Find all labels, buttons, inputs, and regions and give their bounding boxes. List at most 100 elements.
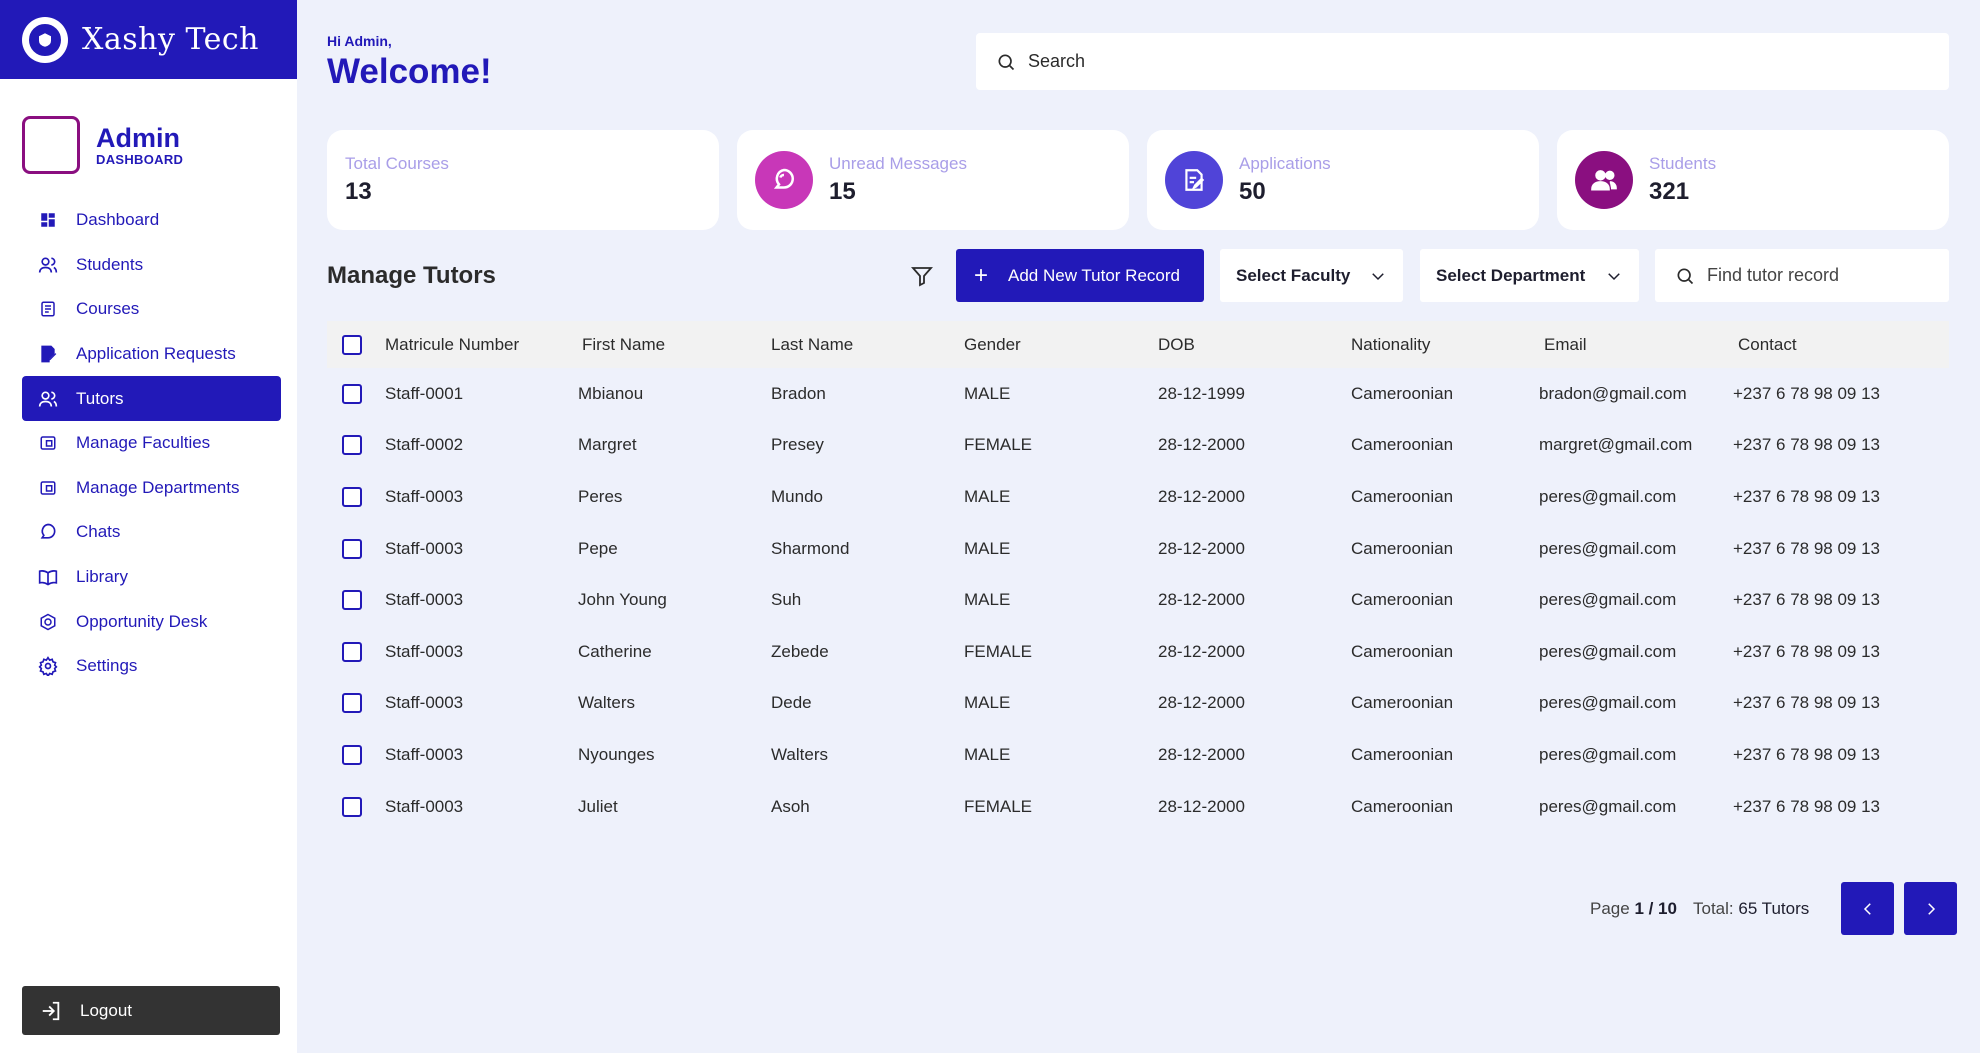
sidebar-item-label: Manage Faculties — [76, 433, 211, 453]
add-tutor-button[interactable]: + Add New Tutor Record — [956, 249, 1204, 302]
email-cell: peres@gmail.com — [1539, 590, 1677, 610]
row-checkbox[interactable] — [342, 693, 362, 714]
row-checkbox[interactable] — [342, 590, 362, 611]
stat-label: Applications — [1239, 154, 1331, 173]
row-checkbox[interactable] — [342, 641, 362, 662]
matricule-cell: Staff-0003 — [385, 590, 464, 610]
book-icon — [38, 567, 58, 587]
sidebar-item-label: Opportunity Desk — [76, 611, 208, 631]
sidebar-item-label: Chats — [76, 522, 121, 542]
row-checkbox[interactable] — [342, 486, 362, 507]
faculty-select-label: Select Faculty — [1236, 265, 1351, 285]
matricule-cell: Staff-0003 — [385, 486, 464, 506]
edit-document-icon — [38, 344, 58, 364]
main-content: Hi Admin, Welcome! Total Courses 13 Unre… — [297, 0, 1980, 1053]
total-count: Total: 65 Tutors — [1693, 899, 1809, 919]
table-row[interactable]: Staff-0003 John Young Suh MALE 28-12-2000 Cam… — [327, 574, 1949, 626]
table-row[interactable]: Staff-0003 Nyounges Walters MALE 28-12-2000 C… — [327, 729, 1949, 781]
total-prefix: Total: — [1692, 898, 1734, 918]
sidebar-item-label: Dashboard — [76, 210, 160, 230]
column-header[interactable]: First Name — [582, 334, 666, 354]
chat-icon — [755, 151, 813, 209]
stat-label: Unread Messages — [829, 154, 967, 173]
column-header[interactable]: Last Name — [771, 334, 854, 354]
last-name-cell: Walters — [771, 744, 828, 764]
stat-card-applications[interactable]: Applications 50 — [1147, 130, 1539, 230]
column-header[interactable]: Email — [1544, 334, 1587, 354]
page-value: 1 / 10 — [1634, 898, 1677, 918]
sidebar-item-chats[interactable]: Chats — [22, 510, 281, 555]
chat-icon — [38, 522, 58, 542]
avatar[interactable] — [22, 116, 80, 174]
first-name-cell: John Young — [578, 590, 667, 610]
sidebar-item-application-requests[interactable]: Application Requests — [22, 332, 281, 377]
sidebar-item-opportunity-desk[interactable]: Opportunity Desk — [22, 599, 281, 644]
search-input[interactable] — [1028, 51, 1928, 72]
stat-card-students[interactable]: Students 321 — [1557, 130, 1949, 230]
gender-cell: MALE — [964, 383, 1011, 403]
logout-button[interactable]: Logout — [22, 986, 280, 1035]
dob-cell: 28-12-2000 — [1158, 486, 1245, 506]
find-tutor-search[interactable] — [1655, 249, 1949, 302]
row-checkbox[interactable] — [342, 744, 362, 765]
nationality-cell: Cameroonian — [1351, 383, 1454, 403]
contact-cell: +237 6 78 98 09 13 — [1733, 590, 1880, 610]
find-tutor-input[interactable] — [1707, 265, 1947, 286]
stat-value: 50 — [1239, 178, 1266, 205]
stat-card-messages[interactable]: Unread Messages 15 — [737, 130, 1129, 230]
users-icon — [38, 389, 58, 409]
matricule-cell: Staff-0003 — [385, 796, 464, 816]
column-header[interactable]: DOB — [1158, 334, 1195, 354]
sidebar: Xashy Tech Admin DASHBOARD Dashboard Stu… — [0, 0, 297, 1053]
dob-cell: 28-12-1999 — [1158, 383, 1245, 403]
stat-card-courses[interactable]: Total Courses 13 — [327, 130, 719, 230]
table-row[interactable]: Staff-0003 Juliet Asoh FEMALE 28-12-2000 Came… — [327, 781, 1949, 833]
sidebar-item-courses[interactable]: Courses — [22, 287, 281, 332]
sidebar-item-dashboard[interactable]: Dashboard — [22, 198, 281, 243]
faculty-select[interactable]: Select Faculty — [1220, 249, 1403, 302]
sidebar-item-tutors[interactable]: Tutors — [22, 376, 281, 421]
filter-icon[interactable] — [910, 264, 934, 288]
nationality-cell: Cameroonian — [1351, 693, 1454, 713]
target-icon — [38, 612, 58, 632]
email-cell: margret@gmail.com — [1539, 435, 1693, 455]
next-page-button[interactable] — [1904, 882, 1958, 935]
gender-cell: MALE — [964, 590, 1011, 610]
email-cell: bradon@gmail.com — [1539, 383, 1687, 403]
table-row[interactable]: Staff-0002 Margret Presey FEMALE 28-12-2000 C… — [327, 420, 1949, 472]
matricule-cell: Staff-0001 — [385, 383, 464, 403]
chevron-down-icon — [1372, 272, 1384, 280]
sidebar-item-manage-faculties[interactable]: Manage Faculties — [22, 421, 281, 466]
first-name-cell: Mbianou — [578, 383, 644, 403]
column-header[interactable]: Matricule Number — [385, 334, 520, 354]
last-name-cell: Dede — [771, 693, 812, 713]
table-row[interactable]: Staff-0003 Peres Mundo MALE 28-12-2000 Camero… — [327, 471, 1949, 523]
row-checkbox[interactable] — [342, 538, 362, 559]
column-header[interactable]: Contact — [1738, 334, 1797, 354]
column-header[interactable]: Nationality — [1351, 334, 1431, 354]
contact-cell: +237 6 78 98 09 13 — [1733, 641, 1880, 661]
sidebar-item-library[interactable]: Library — [22, 555, 281, 600]
brand-logo-icon[interactable] — [22, 16, 68, 63]
stats-row: Total Courses 13 Unread Messages 15 Appl… — [327, 130, 1949, 230]
prev-page-button[interactable] — [1841, 882, 1895, 935]
first-name-cell: Juliet — [578, 796, 618, 816]
global-search[interactable] — [976, 33, 1949, 90]
select-all-checkbox[interactable] — [342, 334, 362, 355]
sidebar-item-students[interactable]: Students — [22, 243, 281, 288]
department-select[interactable]: Select Department — [1420, 249, 1639, 302]
row-checkbox[interactable] — [342, 796, 362, 817]
contact-cell: +237 6 78 98 09 13 — [1733, 693, 1880, 713]
table-row[interactable]: Staff-0003 Catherine Zebede FEMALE 28-12-200… — [327, 626, 1949, 678]
contact-cell: +237 6 78 98 09 13 — [1733, 435, 1880, 455]
column-header[interactable]: Gender — [964, 334, 1021, 354]
table-row[interactable]: Staff-0003 Pepe Sharmond MALE 28-12-2000 Came… — [327, 523, 1949, 575]
sidebar-item-manage-departments[interactable]: Manage Departments — [22, 466, 281, 511]
sidebar-item-settings[interactable]: Settings — [22, 644, 281, 689]
gender-cell: FEMALE — [964, 641, 1033, 661]
row-checkbox[interactable] — [342, 435, 362, 456]
table-row[interactable]: Staff-0001 Mbianou Bradon MALE 28-12-1999 Cam… — [327, 368, 1949, 420]
row-checkbox[interactable] — [342, 383, 362, 404]
table-row[interactable]: Staff-0003 Walters Dede MALE 28-12-2000 Camer… — [327, 678, 1949, 730]
gear-icon — [38, 656, 58, 677]
